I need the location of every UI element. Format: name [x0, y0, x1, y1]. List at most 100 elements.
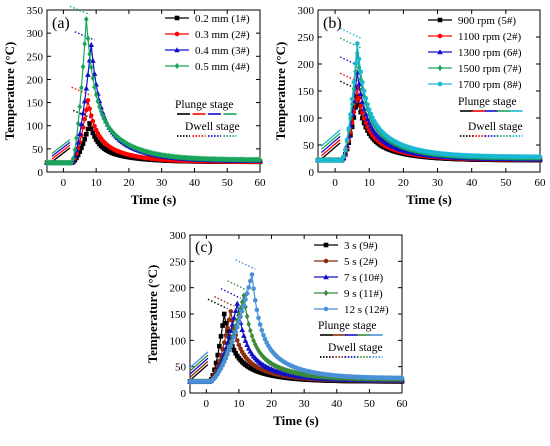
data-point [359, 98, 366, 105]
data-point [90, 130, 96, 136]
data-point [248, 327, 253, 334]
data-point [90, 74, 96, 82]
y-tick-label: 0 [38, 167, 44, 179]
data-point [236, 319, 242, 325]
y-tick-label: 100 [298, 113, 315, 125]
legend: 3 s (9#) 5 s (2#) 7 s (10#) 9 s (11#) 12 s (… [314, 240, 389, 316]
x-tick-label: 60 [255, 177, 267, 189]
data-point [83, 85, 90, 91]
data-point [87, 106, 92, 111]
data-point [270, 361, 276, 368]
legend-marker [174, 15, 180, 21]
data-point [228, 309, 234, 314]
data-point [226, 347, 232, 353]
data-point [82, 116, 87, 122]
data-point [236, 342, 242, 348]
dwell-guide [235, 259, 256, 270]
y-tick-label: 300 [27, 28, 44, 40]
plunge-stage-label: Plunge stage [318, 320, 376, 332]
series-5 [315, 27, 543, 163]
plunge-guide [189, 360, 209, 378]
legend-marker [437, 17, 443, 23]
plot-frame [46, 9, 261, 173]
data-point [225, 351, 230, 357]
data-point [81, 98, 88, 104]
legend: 0.2 mm (1#) 0.3 mm (2#) 0.4 mm (3#) 0.5 mm … [165, 13, 250, 73]
x-tick-label: 0 [332, 177, 338, 189]
data-point [88, 64, 94, 71]
data-point [75, 139, 81, 145]
data-point [351, 115, 357, 120]
y-tick-label: 150 [298, 86, 315, 98]
data-point [341, 154, 346, 160]
data-point [368, 111, 374, 117]
x-tick-label: 60 [535, 177, 547, 189]
data-point [256, 315, 261, 321]
data-point [228, 343, 233, 349]
series-4 [44, 5, 263, 166]
x-tick-label: 30 [299, 398, 311, 410]
data-point [257, 322, 263, 328]
legend-marker [323, 289, 329, 297]
x-tick-label: 30 [432, 177, 444, 189]
data-point [95, 98, 101, 105]
data-point [221, 311, 227, 317]
data-point [353, 60, 358, 67]
legend-label: 900 rpm (5#) [458, 15, 516, 27]
chart-panel-3: 0 10 20 30 40 50 60 0 50 100 150 200 250 300 Time (s) T… [145, 230, 408, 428]
data-point [357, 90, 364, 96]
dwell-guide [214, 295, 235, 307]
data-point [358, 69, 363, 75]
data-point [360, 110, 365, 115]
x-tick-label: 10 [91, 177, 103, 189]
y-axis-label: Temperature (°C) [2, 42, 17, 141]
data-point [74, 134, 79, 142]
data-point [238, 314, 243, 320]
x-tick-label: 40 [466, 177, 478, 189]
legend-marker [174, 31, 180, 37]
plunge-stage-label: Plunge stage [175, 99, 233, 111]
plunge-guide [51, 144, 71, 160]
data-point [257, 156, 263, 163]
legend-marker [437, 81, 443, 87]
plunge-guide [320, 135, 341, 154]
data-point [241, 292, 247, 299]
y-axis-label: Temperature (°C) [273, 42, 288, 141]
data-point [82, 40, 87, 48]
data-point [78, 121, 85, 127]
x-tick-label: 20 [398, 177, 410, 189]
dwell-guide [339, 56, 361, 68]
data-point [253, 297, 258, 303]
x-tick-label: 10 [233, 398, 245, 410]
data-point [262, 355, 268, 362]
data-point [76, 130, 83, 136]
plunge-guide [189, 364, 209, 381]
y-tick-label: 50 [32, 144, 44, 156]
data-point [239, 298, 245, 306]
data-point [230, 339, 235, 345]
legend-marker [174, 47, 180, 53]
x-tick-label: 40 [331, 398, 343, 410]
x-tick-label: 0 [204, 398, 210, 410]
data-point [364, 115, 371, 122]
y-tick-label: 250 [170, 256, 187, 268]
data-point [244, 291, 250, 297]
dwell-guide [69, 5, 90, 16]
data-point [225, 325, 230, 331]
data-point [222, 359, 227, 365]
y-tick-label: 250 [27, 51, 44, 63]
data-point [220, 323, 225, 328]
data-point [244, 341, 250, 348]
data-point [261, 332, 266, 338]
data-point [70, 155, 76, 162]
x-tick-label: 60 [397, 398, 409, 410]
data-point [351, 79, 357, 85]
legend-label: 1100 rpm (2#) [458, 31, 521, 43]
data-point [72, 146, 78, 153]
plunge-guide [189, 357, 209, 375]
plunge-guide [320, 139, 341, 157]
data-point [242, 337, 249, 343]
data-point [356, 56, 362, 62]
data-point [244, 313, 250, 320]
